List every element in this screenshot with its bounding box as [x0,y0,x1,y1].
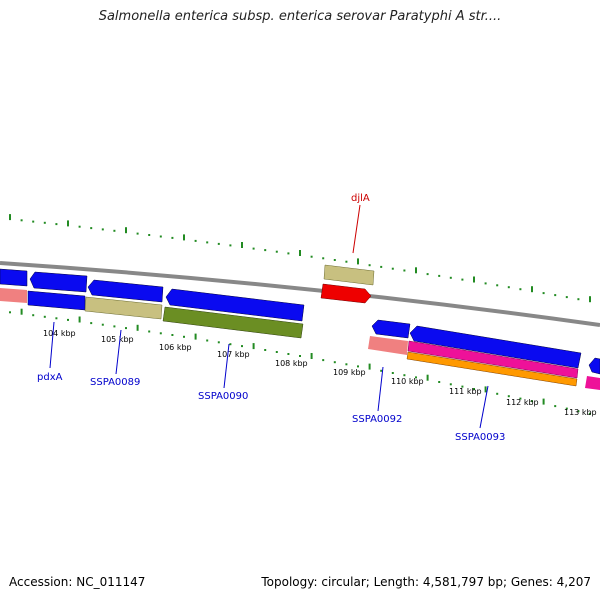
scale-label: 108 kbp [275,359,308,368]
scale-labels: 104 kbp 105 kbp 106 kbp 107 kbp 108 kbp … [43,329,597,417]
scale-label: 106 kbp [159,343,192,352]
gene-arrow[interactable] [0,268,28,287]
gene-arrow[interactable] [409,325,582,369]
gene-block[interactable] [27,290,86,311]
gene-names: djlA pdxA SSPA0089 SSPA0090 SSPA0092 SSP… [37,193,505,443]
accession-text: Accession: NC_011147 [9,575,146,589]
map-title: Salmonella enterica subsp. enterica sero… [98,9,502,24]
gene-block[interactable] [407,340,579,379]
gene-block[interactable] [585,376,600,390]
scale-label: 104 kbp [43,329,76,338]
gene-label-djlA[interactable]: djlA [351,193,370,204]
gene-block[interactable] [323,264,375,286]
gene-arrow[interactable] [320,283,372,304]
gene-arrow[interactable] [87,279,164,303]
gene-label-SSPA0089[interactable]: SSPA0089 [90,377,140,388]
scale-label: 112 kbp [506,398,539,407]
scale-label: 110 kbp [391,377,424,386]
lower-gene-track [0,288,600,390]
callout-line [479,385,489,429]
gene-block[interactable] [406,351,578,387]
gene-label-SSPA0090[interactable]: SSPA0090 [198,391,248,402]
topology-summary: Topology: circular; Length: 4,581,797 bp… [261,575,591,589]
callout-line [115,329,122,375]
gene-label-SSPA0092[interactable]: SSPA0092 [352,414,402,425]
scale-label: 109 kbp [333,368,366,377]
gene-block[interactable] [0,288,27,303]
gene-arrow[interactable] [29,271,88,293]
genome-backbone [0,261,600,327]
gene-block[interactable] [84,296,163,320]
gene-arrow[interactable] [371,319,411,339]
upper-tick-row [9,214,591,303]
gene-block[interactable] [368,336,408,355]
callout-line [377,366,384,412]
upper-gene-track [0,268,600,375]
gene-arrow[interactable] [165,288,305,322]
scale-label: 105 kbp [101,335,134,344]
scale-label: 107 kbp [217,350,250,359]
callout-line [49,321,55,369]
callout-line [352,204,361,254]
gene-block[interactable] [162,306,304,339]
gene-label-SSPA0093[interactable]: SSPA0093 [455,432,505,443]
gene-callouts [49,204,489,429]
gene-arrow[interactable] [588,357,600,375]
callout-line [223,343,230,389]
scale-label: 113 kbp [564,408,597,417]
scale-label: 111 kbp [449,387,482,396]
gene-label-pdxA[interactable]: pdxA [37,372,63,383]
lower-tick-row [9,308,591,415]
djlA-genes [320,264,375,304]
